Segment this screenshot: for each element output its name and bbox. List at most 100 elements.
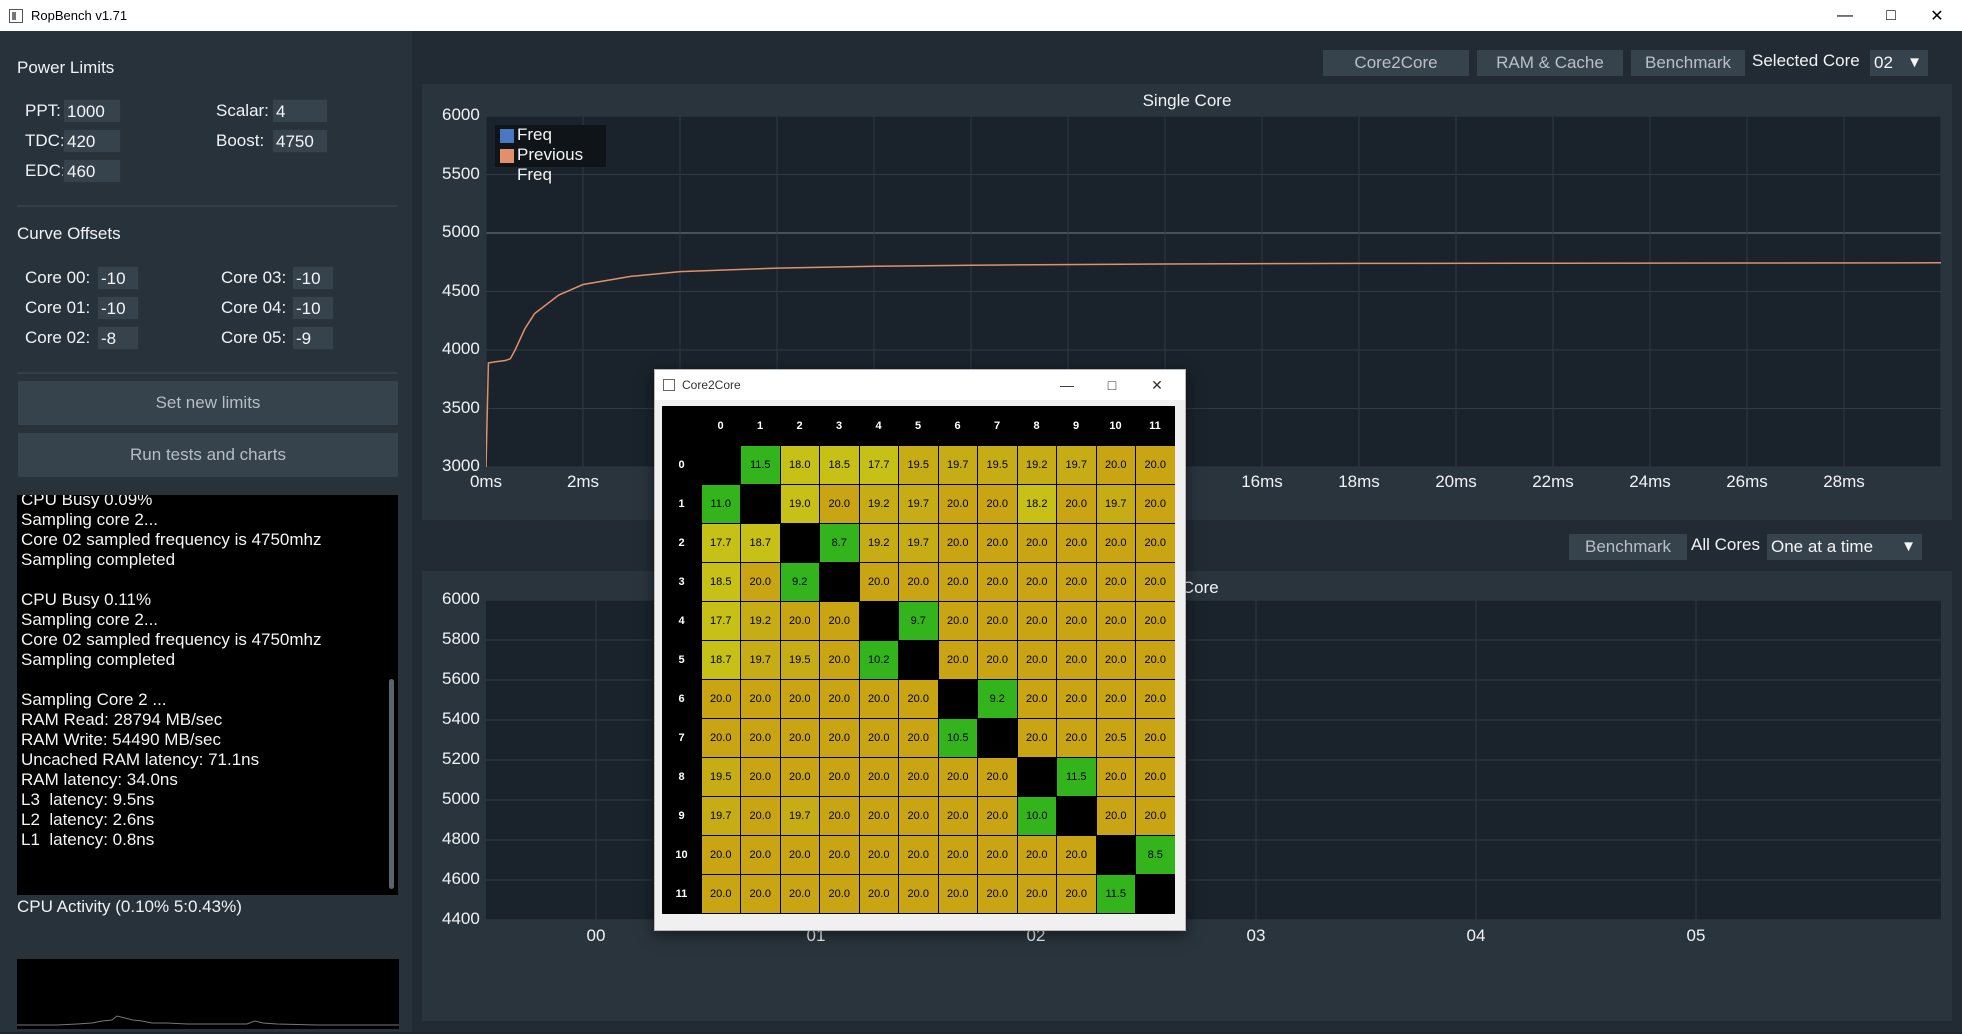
grid-cell: 20.0 [1017,640,1056,679]
axis-tick-label: 20ms [1435,472,1477,491]
ppt-field[interactable]: 1000 [63,99,121,123]
selected-core-dropdown[interactable]: 02 ▼ [1870,50,1928,76]
core-04-field[interactable]: -10 [292,296,334,320]
log-scrollbar[interactable] [389,679,394,889]
all-cores-dropdown[interactable]: One at a time ▼ [1767,534,1922,560]
grid-cell: 20.0 [938,523,977,562]
grid-cell: 19.7 [938,445,977,484]
core2core-window[interactable]: Core2Core — □ ✕ 0 0 1 1 2 2 3 3 4 4 5 5 6 6 7 7 8 8 9 9 10 10… [654,369,1186,931]
grid-cell: 20.0 [1096,562,1135,601]
grid-cell: 20.0 [1017,874,1056,913]
grid-cell [1136,874,1175,913]
core-01-field[interactable]: -10 [97,296,139,320]
grid-cell: 20.0 [978,601,1017,640]
grid-cell: 20.0 [899,679,938,718]
grid-cell: 9.2 [978,679,1017,718]
set-new-limits-button[interactable]: Set new limits [18,381,398,425]
maximize-icon[interactable]: □ [1886,6,1896,24]
cpu-activity-graph [17,959,399,1029]
grid-cell: 20.0 [741,796,780,835]
grid-cell: 20.0 [1096,640,1135,679]
maximize-icon[interactable]: □ [1107,377,1117,393]
grid-cell [780,523,819,562]
core-00-field[interactable]: -10 [97,266,139,290]
legend-swatch [500,149,514,163]
grid-cell: 10.0 [1017,796,1056,835]
grid-cell: 20.0 [899,874,938,913]
grid-row-header: 8 [678,770,685,783]
log-line: Core 02 sampled frequency is 4750mhz [21,630,322,649]
log-line: L2 latency: 2.6ns [21,810,155,829]
grid-cell: 20.0 [780,835,819,874]
axis-tick-label: 22ms [1532,472,1574,491]
grid-row-header: 7 [678,731,685,744]
core-02-field[interactable]: -8 [97,326,139,350]
log-line: Sampling completed [21,550,176,569]
grid-cell: 20.0 [741,718,780,757]
grid-row-header: 9 [678,809,685,822]
single-core-title: Single Core [1142,91,1232,110]
benchmark-all-button[interactable]: Benchmark [1569,534,1687,560]
ram-cache-button[interactable]: RAM & Cache [1477,50,1623,76]
log-line: Uncached RAM latency: 71.1ns [21,750,260,769]
scalar-field[interactable]: 4 [272,99,328,123]
core-05-field[interactable]: -9 [292,326,334,350]
core-04-label: Core 04: [221,298,287,317]
grid-col-header: 10 [1109,419,1122,432]
grid-col-header: 1 [756,419,764,432]
grid-col-header: 7 [993,419,1001,432]
grid-cell: 20.0 [1017,523,1056,562]
axis-tick-label: 2ms [566,472,600,491]
grid-cell: 20.0 [938,757,977,796]
log-line: Sampling Core 2 ... [21,690,167,709]
grid-cell: 20.0 [1017,601,1056,640]
axis-tick-label: 16ms [1241,472,1283,491]
title-bar: RopBench v1.71 — □ ✕ [0,0,1962,31]
core2core-title-bar: Core2Core — □ ✕ [655,370,1185,400]
grid-cell: 20.0 [1096,679,1135,718]
tdc-field[interactable]: 420 [63,129,121,153]
grid-cell: 20.0 [701,874,740,913]
grid-cell: 19.2 [859,523,898,562]
close-icon[interactable]: ✕ [1930,7,1944,25]
axis-tick-label: 5400 [442,709,480,728]
grid-cell: 20.0 [859,874,898,913]
minimize-icon[interactable]: — [1837,6,1853,24]
ppt-label: PPT: [25,101,61,120]
grid-cell: 19.0 [780,484,819,523]
axis-tick-label: 4000 [442,339,480,358]
grid-cell: 20.0 [1096,445,1135,484]
grid-cell [1057,796,1096,835]
axis-tick-label: 5000 [442,222,480,241]
core-03-field[interactable]: -10 [292,266,334,290]
grid-row-header: 0 [678,458,685,471]
grid-cell [938,679,977,718]
log-line: Sampling core 2... [21,610,159,629]
grid-cell: 18.5 [701,562,740,601]
boost-field[interactable]: 4750 [272,129,328,153]
run-tests-button[interactable]: Run tests and charts [18,433,398,477]
benchmark-button[interactable]: Benchmark [1631,50,1745,76]
grid-cell: 20.0 [741,562,780,601]
grid-cell: 11.5 [741,445,780,484]
axis-tick-label: 4600 [442,869,480,888]
edc-field[interactable]: 460 [63,159,121,183]
axis-tick-label: 18ms [1338,472,1380,491]
grid-row-header: 3 [678,575,685,588]
grid-cell: 20.0 [1057,718,1096,757]
log-line: RAM Write: 54490 MB/sec [21,730,221,749]
close-icon[interactable]: ✕ [1151,376,1163,393]
grid-cell: 20.0 [701,718,740,757]
core2core-button[interactable]: Core2Core [1323,50,1469,76]
grid-cell: 20.0 [859,679,898,718]
grid-cell: 20.0 [1136,445,1175,484]
grid-cell: 20.0 [701,679,740,718]
grid-cell: 20.0 [1136,601,1175,640]
grid-cell: 20.0 [1136,484,1175,523]
grid-cell: 20.0 [1057,874,1096,913]
axis-tick-label: 04 [1466,926,1486,945]
minimize-icon[interactable]: — [1060,377,1074,393]
grid-cell: 17.7 [701,601,740,640]
grid-cell: 11.0 [701,484,740,523]
grid-cell: 20.0 [899,835,938,874]
